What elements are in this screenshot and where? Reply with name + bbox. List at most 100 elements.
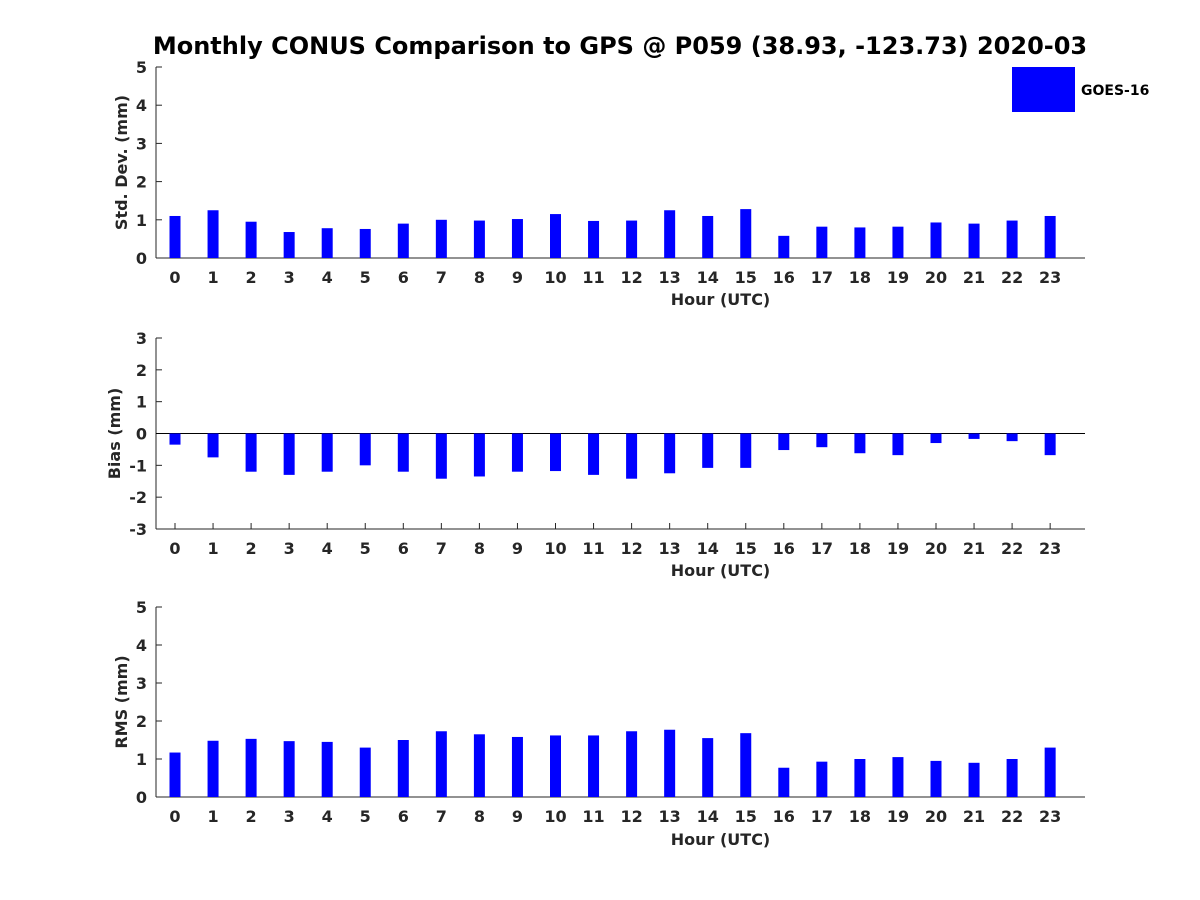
stddev-y-axis-label: Std. Dev. (mm) <box>112 95 131 230</box>
bias-x-tick-label: 8 <box>474 539 485 558</box>
stddev-x-tick-label: 7 <box>436 268 447 287</box>
rms-y-tick-label: 4 <box>136 636 147 655</box>
stddev-y-tick-label: 0 <box>136 249 147 268</box>
rms-y-tick-label: 3 <box>136 674 147 693</box>
stddev-bar <box>207 210 219 258</box>
rms-y-tick-label: 0 <box>136 788 147 807</box>
rms-bar <box>854 759 866 797</box>
bias-bar <box>321 433 333 472</box>
rms-x-tick-label: 16 <box>773 807 795 826</box>
rms-x-tick-label: 18 <box>849 807 871 826</box>
stddev-bar <box>854 227 866 258</box>
rms-bar <box>626 731 638 797</box>
rms-bar <box>968 762 980 797</box>
stddev-bar <box>664 210 676 258</box>
rms-x-tick-label: 15 <box>735 807 757 826</box>
bias-y-tick-label: 2 <box>136 361 147 380</box>
stddev-bar <box>435 219 447 258</box>
bias-bar <box>283 433 295 475</box>
rms-x-tick-label: 13 <box>659 807 681 826</box>
bias-x-tick-label: 13 <box>659 539 681 558</box>
bias-bar <box>207 433 219 458</box>
rms-x-tick-label: 9 <box>512 807 523 826</box>
rms-bar <box>1006 759 1018 797</box>
stddev-x-tick-label: 18 <box>849 268 871 287</box>
bias-bar <box>664 433 676 474</box>
bias-x-tick-label: 12 <box>620 539 642 558</box>
bias-bar <box>1044 433 1056 456</box>
bias-y-tick-label: -3 <box>129 520 147 539</box>
rms-x-tick-label: 20 <box>925 807 947 826</box>
bias-bar <box>854 433 866 454</box>
bias-x-tick-label: 9 <box>512 539 523 558</box>
bias-x-tick-label: 6 <box>398 539 409 558</box>
stddev-bar <box>816 226 828 258</box>
bias-y-tick-label: 0 <box>136 425 147 444</box>
rms-bar <box>169 752 181 797</box>
bias-bar <box>816 433 828 448</box>
stddev-y-tick-label: 3 <box>136 134 147 153</box>
stddev-bar <box>473 220 485 258</box>
bias-y-axis-label: Bias (mm) <box>105 388 124 480</box>
bias-x-tick-label: 15 <box>735 539 757 558</box>
legend-label: GOES-16 <box>1081 83 1149 99</box>
bias-y-tick-label: -1 <box>129 456 147 475</box>
bias-bar <box>511 433 523 472</box>
stddev-bar <box>1006 220 1018 258</box>
stddev-bar <box>245 221 257 258</box>
bias-bar <box>968 433 980 439</box>
bias-x-tick-label: 19 <box>887 539 909 558</box>
stddev-bar <box>550 214 561 258</box>
stddev-x-tick-label: 0 <box>169 268 180 287</box>
stddev-bar <box>740 209 752 258</box>
stddev-x-tick-label: 14 <box>697 268 719 287</box>
stddev-x-tick-label: 5 <box>360 268 371 287</box>
bias-bar <box>702 433 714 468</box>
rms-x-tick-label: 11 <box>582 807 604 826</box>
rms-x-tick-label: 23 <box>1039 807 1061 826</box>
bias-x-tick-label: 2 <box>246 539 257 558</box>
stddev-x-tick-label: 17 <box>811 268 833 287</box>
rms-bar <box>397 740 409 797</box>
rms-bar <box>359 747 371 797</box>
bias-bar <box>892 433 904 456</box>
bias-x-tick-label: 10 <box>544 539 566 558</box>
stddev-bar <box>892 226 904 258</box>
bias-bar <box>397 433 409 472</box>
bias-x-tick-label: 14 <box>697 539 719 558</box>
bias-bar <box>473 433 485 477</box>
stddev-x-tick-label: 22 <box>1001 268 1023 287</box>
rms-bar <box>245 738 257 797</box>
stddev-bar <box>702 215 714 258</box>
rms-x-tick-label: 21 <box>963 807 985 826</box>
stddev-x-tick-label: 11 <box>582 268 604 287</box>
rms-x-tick-label: 19 <box>887 807 909 826</box>
bias-x-tick-label: 1 <box>207 539 218 558</box>
bias-x-tick-label: 23 <box>1039 539 1061 558</box>
bias-y-tick-label: -2 <box>129 488 147 507</box>
rms-bar <box>588 735 600 797</box>
bias-x-tick-label: 18 <box>849 539 871 558</box>
bias-y-tick-label: 1 <box>136 393 147 412</box>
stddev-x-tick-label: 9 <box>512 268 523 287</box>
bias-y-tick-label: 3 <box>136 329 147 348</box>
bias-bar <box>740 433 752 468</box>
rms-bar <box>207 740 219 797</box>
rms-x-tick-label: 17 <box>811 807 833 826</box>
stddev-x-tick-label: 20 <box>925 268 947 287</box>
legend: GOES-16 <box>1012 67 1149 112</box>
stddev-y-tick-label: 1 <box>136 211 147 230</box>
bias-bar <box>245 433 257 472</box>
rms-bar <box>473 734 485 797</box>
stddev-x-tick-label: 8 <box>474 268 485 287</box>
rms-bar <box>740 733 752 797</box>
rms-bar <box>511 736 523 797</box>
rms-x-axis-label: Hour (UTC) <box>671 830 771 849</box>
rms-bar <box>283 741 295 797</box>
rms-bar <box>321 741 333 797</box>
bias-bar <box>435 433 447 479</box>
rms-bar <box>664 729 676 797</box>
bias-bar <box>930 433 942 444</box>
